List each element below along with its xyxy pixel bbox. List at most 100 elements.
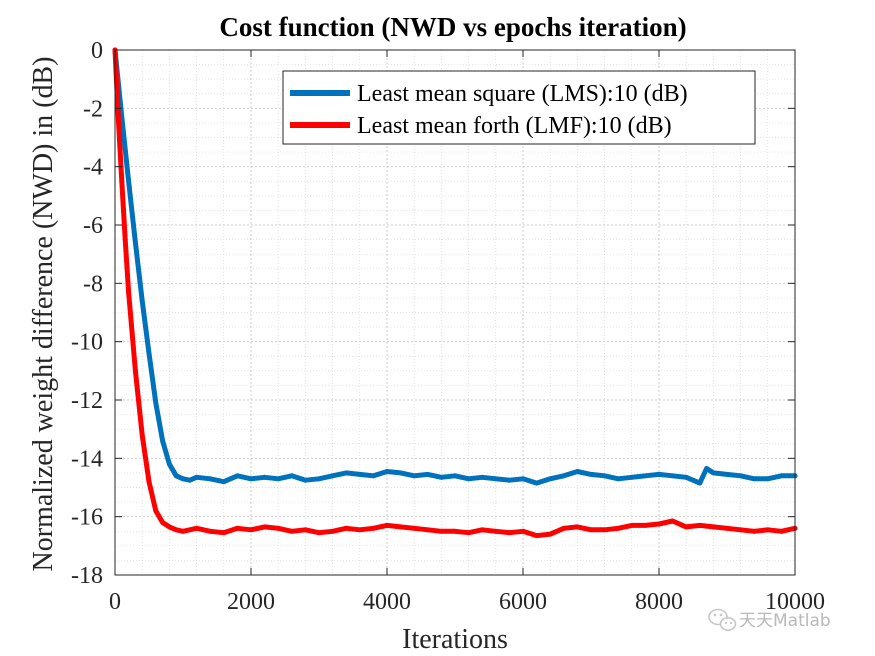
data-point [221, 530, 227, 536]
data-point [507, 477, 512, 483]
data-point [479, 474, 485, 480]
data-point [173, 473, 179, 479]
data-point [180, 528, 186, 534]
data-point [643, 473, 648, 479]
data-point [602, 473, 607, 479]
data-point [575, 524, 580, 530]
data-point [398, 524, 403, 530]
data-point [711, 470, 716, 476]
data-point [561, 525, 567, 531]
data-point [547, 531, 553, 537]
data-point [316, 476, 322, 482]
data-point [398, 470, 403, 476]
data-point [207, 476, 213, 482]
y-tick-label: -8 [83, 271, 103, 297]
data-point [534, 480, 539, 486]
axes-box [114, 49, 796, 576]
watermark-text: 天天Matlab [739, 611, 831, 631]
data-point [116, 117, 121, 123]
data-point [479, 527, 485, 533]
data-point [167, 524, 172, 530]
data-point [343, 470, 349, 476]
data-point [643, 523, 648, 528]
data-point [343, 525, 349, 531]
data-point [126, 289, 131, 295]
data-point [588, 527, 594, 533]
y-tick-label: -10 [71, 330, 103, 356]
data-point [160, 438, 166, 444]
data-point [371, 525, 376, 531]
data-point [425, 527, 431, 533]
data-point [452, 528, 458, 534]
legend-label-lms: Least mean square (LMS):10 (dB) [357, 81, 688, 107]
data-point [194, 474, 200, 480]
data-point [656, 521, 662, 527]
y-tick-labels: 0 -2 -4 -6 -8 -10 -12 -14 -16 -18 [71, 38, 103, 589]
y-tick-label: -12 [71, 388, 103, 414]
data-point [153, 400, 159, 406]
data-point [425, 472, 431, 477]
data-point [656, 472, 662, 477]
data-point [275, 476, 281, 482]
data-point [167, 461, 172, 467]
data-point [561, 473, 567, 479]
data-point [235, 525, 240, 531]
x-tick-label: 10000 [765, 589, 825, 615]
data-point [738, 473, 743, 479]
data-point [751, 476, 757, 482]
data-point [160, 520, 166, 525]
data-point [411, 473, 417, 479]
y-tick-label: -18 [71, 563, 103, 589]
data-point [248, 476, 254, 482]
data-point [697, 523, 703, 528]
legend-label-lmf: Least mean forth (LMF):10 (dB) [357, 113, 672, 139]
x-axis-label: Iterations [402, 624, 508, 655]
data-point [493, 476, 499, 482]
watermark: 天天Matlab [708, 608, 831, 631]
data-point [357, 472, 363, 477]
y-tick-label: 0 [91, 38, 103, 64]
data-point [248, 527, 254, 533]
data-point [139, 432, 145, 438]
data-point [765, 476, 771, 482]
data-point [547, 476, 553, 482]
y-tick-label: -2 [83, 96, 103, 122]
x-tick-label: 4000 [363, 589, 411, 615]
series-layer [112, 47, 798, 539]
data-point [122, 237, 128, 243]
tick-marks [114, 49, 796, 576]
data-point [683, 524, 689, 530]
data-point [534, 533, 539, 538]
data-point [289, 473, 295, 479]
data-point [357, 527, 363, 533]
data-point [146, 479, 152, 485]
chart-title: Cost function (NWD vs epochs iteration) [219, 12, 686, 42]
series-line [112, 47, 798, 486]
data-point [146, 350, 152, 356]
legend-box [282, 70, 756, 145]
data-point [207, 528, 213, 534]
data-point [221, 479, 227, 485]
y-tick-label: -16 [71, 505, 103, 531]
x-tick-label: 6000 [499, 589, 547, 615]
data-point [602, 527, 607, 533]
data-point [194, 525, 200, 531]
data-point [765, 527, 771, 533]
data-point [330, 528, 335, 534]
data-point [779, 473, 784, 479]
data-point [670, 518, 675, 524]
data-point [629, 523, 635, 528]
data-point [173, 527, 179, 533]
y-tick-label: -4 [83, 155, 103, 181]
data-point [704, 466, 709, 471]
data-point [615, 476, 621, 482]
y-axis-label: Normalized weight difference (NWD) in (d… [28, 57, 59, 572]
data-point [779, 528, 784, 534]
data-point [180, 476, 186, 482]
legend: Least mean square (LMS):10 (dB) Least me… [282, 70, 756, 145]
data-point [507, 530, 512, 536]
data-point [303, 527, 308, 533]
x-tick-label: 0 [109, 589, 121, 615]
data-point [126, 178, 131, 184]
